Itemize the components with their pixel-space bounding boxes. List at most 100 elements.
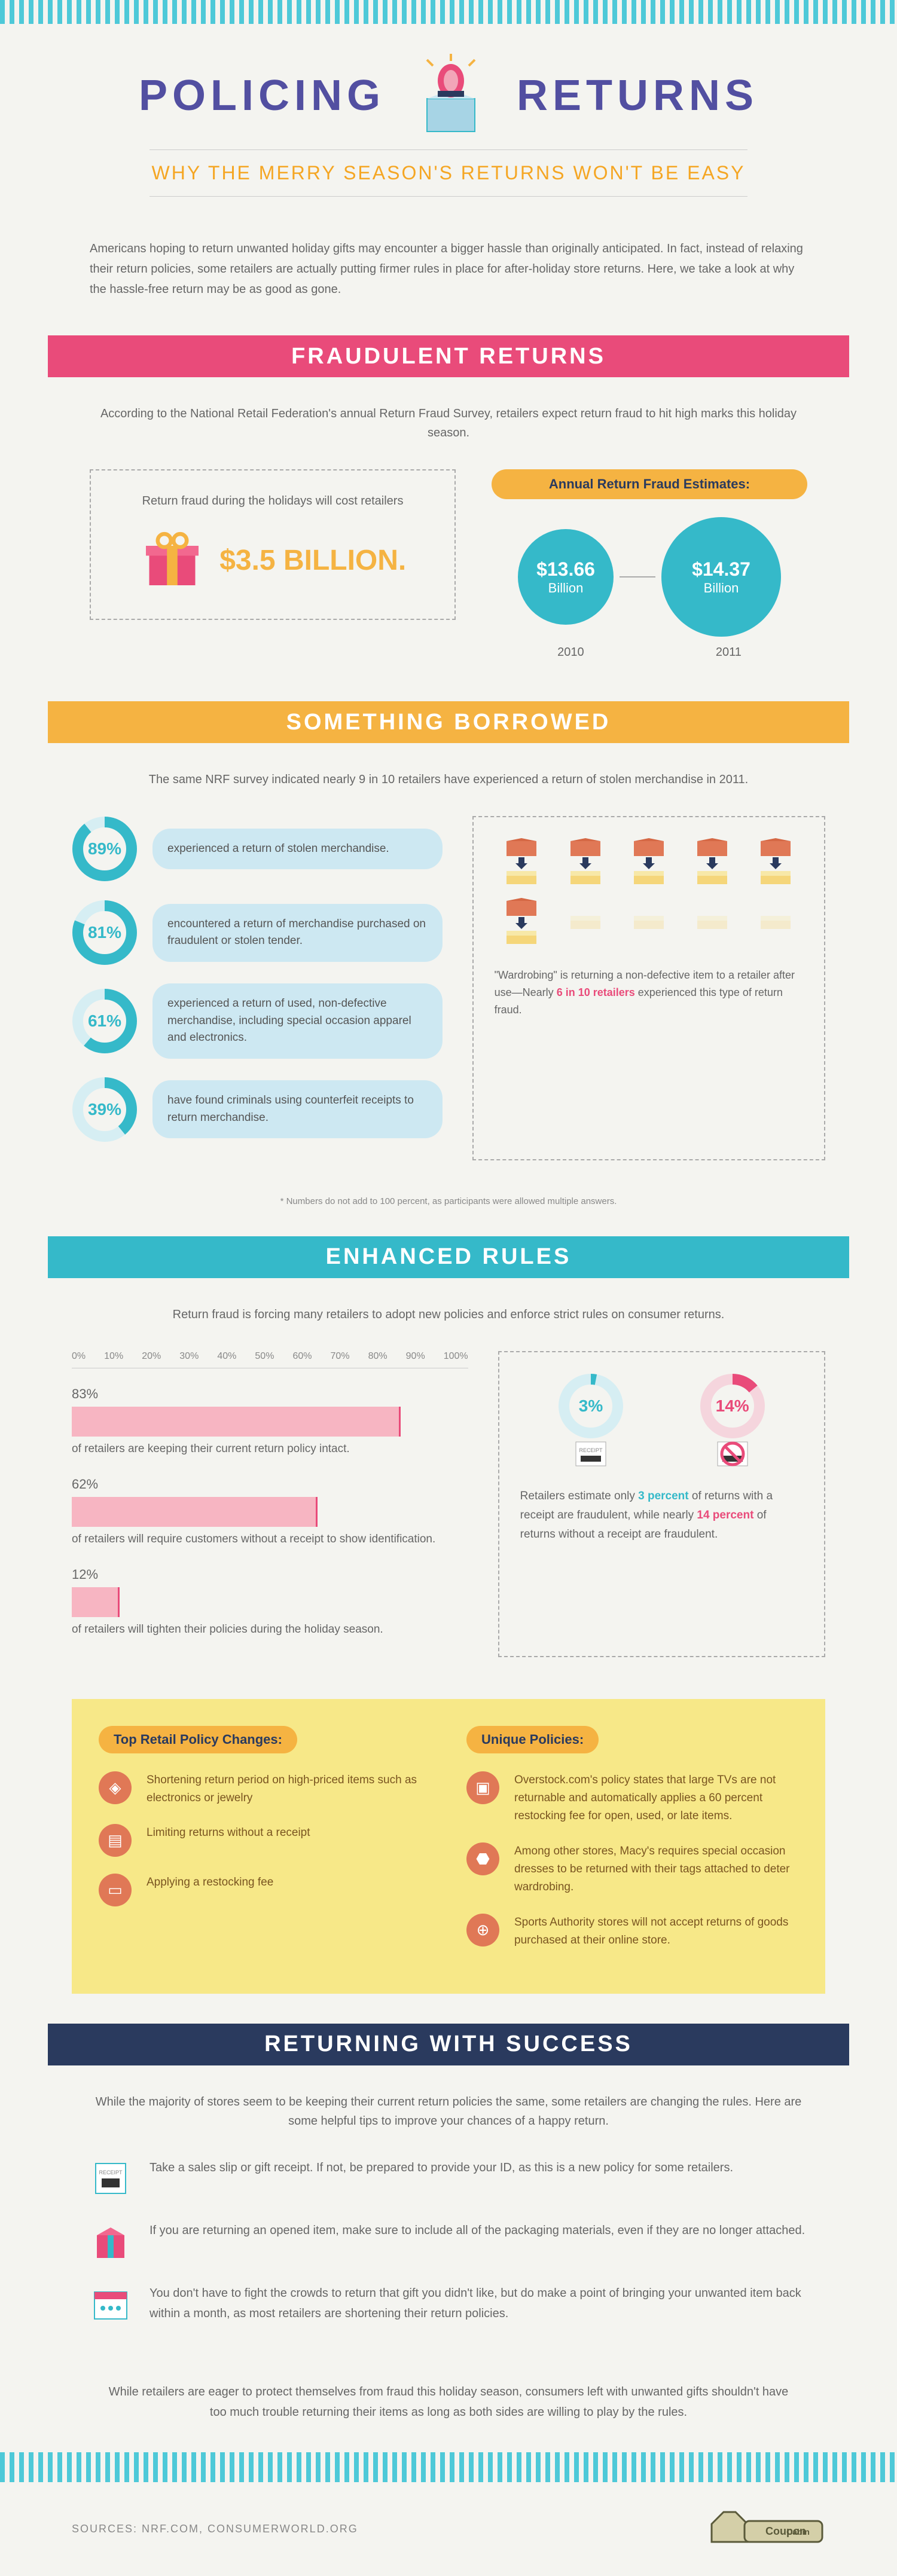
policy-text: Sports Authority stores will not accept … (514, 1914, 798, 1950)
donut-pct: 81% (88, 923, 121, 942)
box-cell (749, 898, 803, 949)
box-cell (495, 898, 549, 949)
policy-col-left: Top Retail Policy Changes: ◈ Shortening … (99, 1726, 431, 1967)
policy-icon: ▤ (99, 1824, 132, 1857)
fraud-chart: Annual Return Fraud Estimates: $13.66 Bi… (492, 469, 807, 659)
bar-desc: of retailers are keeping their current r… (72, 1443, 468, 1456)
policy-item: ▤ Limiting returns without a receipt (99, 1824, 431, 1857)
box-cell (621, 898, 676, 949)
box-cell (685, 838, 739, 889)
divider (150, 196, 748, 197)
bubble-2010: $13.66 Billion (518, 529, 614, 625)
borrowed-row: 89% experienced a return of stolen merch… (0, 804, 897, 1190)
intro-text: Americans hoping to return unwanted holi… (0, 227, 897, 323)
policy-item: ▭ Applying a restocking fee (99, 1874, 431, 1906)
logo: Coupon Cabin (706, 2506, 825, 2552)
stat-text: experienced a return of stolen merchandi… (152, 829, 443, 870)
box-cell (749, 838, 803, 889)
bar-desc: of retailers will tighten their policies… (72, 1623, 468, 1636)
policy-text: Among other stores, Macy's requires spec… (514, 1842, 798, 1897)
bar-desc: of retailers will require customers with… (72, 1533, 468, 1546)
rth1: 3 percent (638, 1490, 688, 1502)
donut: 3% (558, 1373, 624, 1439)
title-row: POLICING RETURNS (60, 54, 837, 137)
success-text: You don't have to fight the crowds to re… (150, 2283, 807, 2324)
receipt-icon: RECEIPT (570, 1439, 612, 1469)
bar (72, 1407, 401, 1437)
donut: 81% (72, 900, 138, 965)
axis-tick: 100% (444, 1351, 468, 1362)
axis-tick: 40% (217, 1351, 236, 1362)
fraud-heading: FRAUDULENT RETURNS (48, 335, 849, 377)
svg-text:RECEIPT: RECEIPT (99, 2169, 123, 2175)
success-icon (90, 2220, 132, 2262)
receipt-donuts: 3% RECEIPT 14% (520, 1373, 803, 1472)
box-cell (621, 838, 676, 889)
donut-pct: 14% (716, 1397, 749, 1416)
axis-tick: 50% (255, 1351, 274, 1362)
bar (72, 1497, 318, 1527)
success-text: If you are returning an opened item, mak… (150, 2220, 805, 2241)
stat-item: 61% experienced a return of used, non-de… (72, 983, 443, 1059)
svg-text:RECEIPT: RECEIPT (579, 1447, 603, 1453)
bubble-val: $14.37 (692, 558, 750, 580)
policy-icon: ⬣ (466, 1842, 499, 1875)
policy-icon: ▭ (99, 1874, 132, 1906)
donut-pct: 89% (88, 839, 121, 858)
axis: 0%10%20%30%40%50%60%70%80%90%100% (72, 1351, 468, 1368)
fraud-cost-box: Return fraud during the holidays will co… (90, 469, 456, 620)
policy-icon: ⊕ (466, 1914, 499, 1946)
success-item: You don't have to fight the crowds to re… (90, 2283, 807, 2325)
header: POLICING RETURNS WHY THE MERRY SEASON'S … (0, 24, 897, 227)
box-cell (495, 838, 549, 889)
footer: SOURCES: NRF.COM, CONSUMERWORLD.ORG Coup… (0, 2482, 897, 2576)
bar-label: 83% (72, 1386, 468, 1402)
success-text: While the majority of stores seem to be … (0, 2077, 897, 2146)
page-container: POLICING RETURNS WHY THE MERRY SEASON'S … (0, 0, 897, 2576)
bar-chart: 0%10%20%30%40%50%60%70%80%90%100% 83% of… (72, 1351, 468, 1657)
stat-item: 39% have found criminals using counterfe… (72, 1077, 443, 1142)
bubble-unit: Billion (548, 580, 584, 596)
rth2: 14 percent (697, 1509, 753, 1521)
rules-text: Return fraud is forcing many retailers t… (0, 1290, 897, 1339)
stat-item: 81% encountered a return of merchandise … (72, 900, 443, 965)
rt1: Retailers estimate only (520, 1490, 638, 1502)
year-1: 2010 (557, 646, 584, 659)
stat-list: 89% experienced a return of stolen merch… (72, 816, 443, 1160)
policy-h1: Top Retail Policy Changes: (99, 1726, 297, 1753)
box-cell (558, 898, 612, 949)
receipt-box: 3% RECEIPT 14% Retailers estimate only 3… (498, 1351, 825, 1657)
axis-tick: 0% (72, 1351, 86, 1362)
bubble-val: $13.66 (536, 558, 595, 580)
donut: 61% (72, 988, 138, 1054)
footnote: * Numbers do not add to 100 percent, as … (0, 1190, 897, 1224)
title-left: POLICING (139, 71, 385, 120)
divider (150, 149, 748, 150)
box-cell (558, 838, 612, 889)
bar-label: 62% (72, 1477, 468, 1492)
connector (620, 576, 655, 577)
success-list: RECEIPT Take a sales slip or gift receip… (0, 2146, 897, 2370)
axis-tick: 60% (292, 1351, 312, 1362)
success-icon (90, 2283, 132, 2325)
bar (72, 1587, 120, 1617)
policy-item: ▣ Overstock.com's policy states that lar… (466, 1771, 798, 1826)
policy-h2: Unique Policies: (466, 1726, 599, 1753)
axis-tick: 80% (368, 1351, 388, 1362)
policy-box: Top Retail Policy Changes: ◈ Shortening … (72, 1699, 825, 1994)
donut-pct: 61% (88, 1012, 121, 1031)
year-2: 2011 (716, 646, 742, 659)
receipt-donut-2: 14% (700, 1373, 765, 1472)
donut: 39% (72, 1077, 138, 1142)
axis-tick: 20% (142, 1351, 161, 1362)
donut: 89% (72, 816, 138, 882)
wtext-hl: 6 in 10 retailers (557, 986, 635, 998)
siren-box-icon (409, 54, 493, 137)
sources: SOURCES: NRF.COM, CONSUMERWORLD.ORG (72, 2523, 358, 2535)
success-icon: RECEIPT (90, 2158, 132, 2199)
fraud-box-title: Return fraud during the holidays will co… (115, 494, 431, 508)
fraud-text: According to the National Retail Federat… (0, 389, 897, 457)
receipt-donut-1: 3% RECEIPT (558, 1373, 624, 1472)
footer-pattern (0, 2452, 897, 2482)
donut-pct: 3% (579, 1397, 603, 1416)
